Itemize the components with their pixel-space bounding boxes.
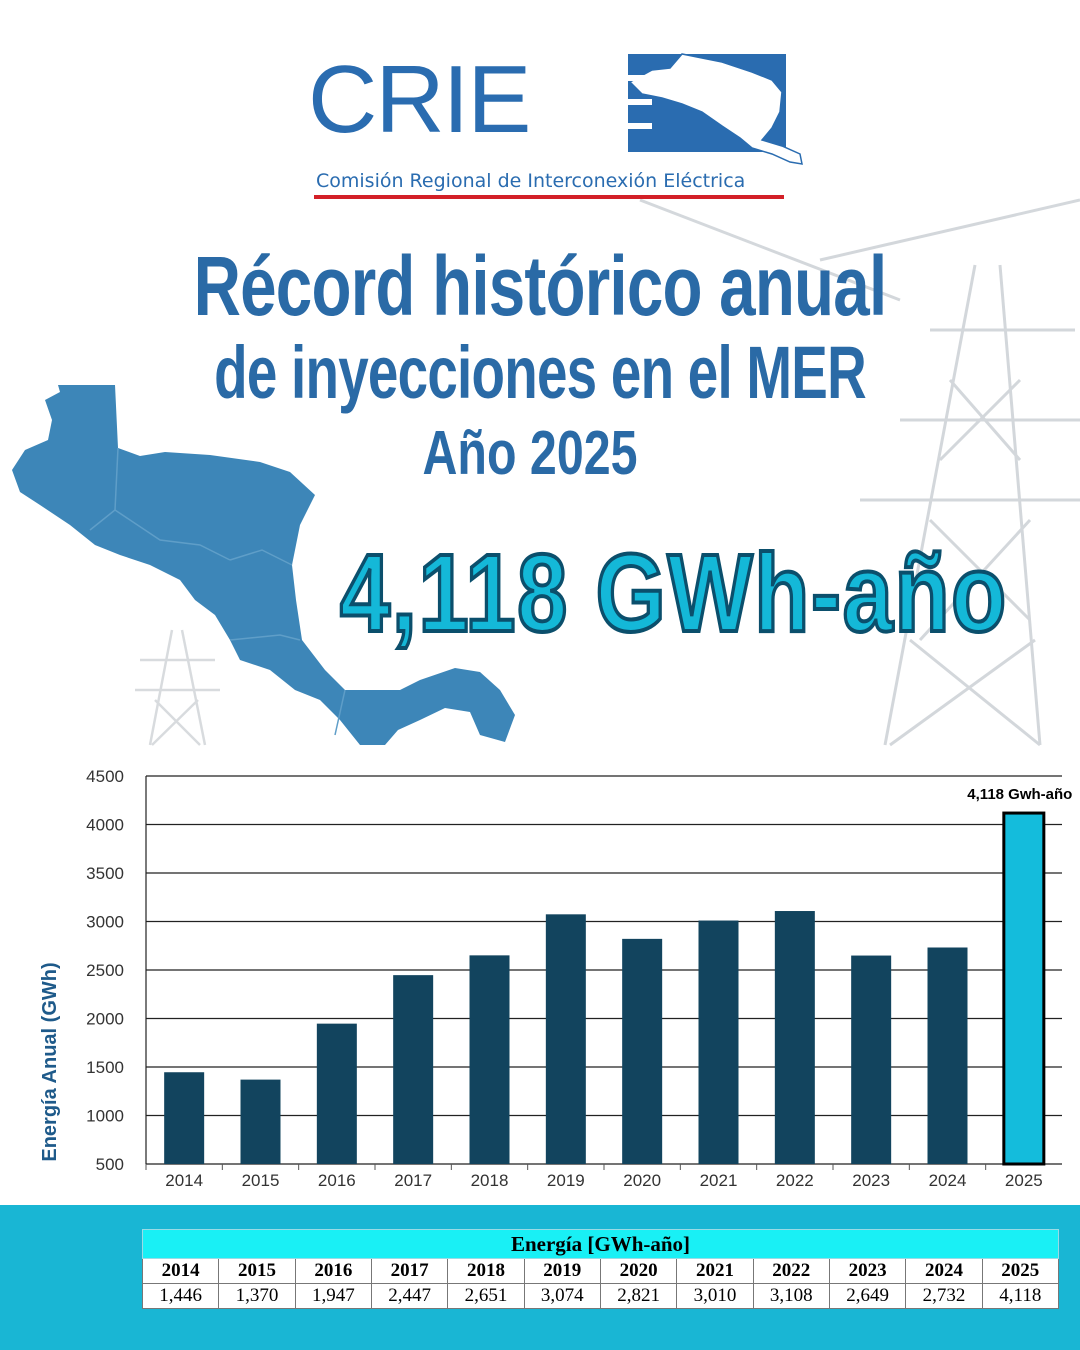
table-value-cell: 2,447 [370,1283,449,1309]
table-year-cell: 2018 [447,1258,525,1284]
bar-2016 [316,1023,357,1164]
y-tick-label: 3000 [86,913,124,932]
table-value-cell: 3,010 [676,1283,754,1309]
table-year-cell: 2023 [828,1258,907,1284]
transmission-tower-small-icon [135,629,220,746]
x-tick-label: 2021 [700,1171,738,1190]
bar-chart: 500 1000 1500 2000 2500 3000 3500 4000 4500 2014… [39,767,1072,1190]
table-year-cell: 2014 [141,1258,220,1284]
y-tick-label: 4500 [86,767,124,786]
table-year-cell: 2022 [752,1258,830,1284]
crie-logo-subtitle: Comisión Regional de Interconexión Eléct… [316,170,746,192]
y-tick-label: 1000 [86,1107,124,1126]
chart-gridlines [145,775,1062,1165]
headline-highlight-value: 4,118 GWh-año [338,530,1008,657]
central-america-map [12,385,515,745]
y-axis-ticks: 500 1000 1500 2000 2500 3000 3500 4000 4500 [86,767,124,1174]
country-borders [89,447,346,736]
bar-2021 [698,920,739,1164]
y-tick-label: 2500 [86,961,124,980]
headline-line-2: de inyecciones en el MER [214,331,867,414]
x-tick-label: 2019 [547,1171,585,1190]
background-illustration [12,198,1080,747]
x-tick-label: 2023 [852,1171,890,1190]
table-value-cell: 2,651 [447,1283,525,1309]
headline-year: Año 2025 [422,419,638,488]
bar-2015 [240,1079,281,1164]
y-tick-label: 2000 [86,1010,124,1029]
crie-logo-map-icon [612,53,803,165]
bar-2022 [774,911,815,1164]
y-axis-label: Energía Anual (GWh) [39,962,61,1161]
table-value-cell: 4,118 [981,1283,1060,1309]
table-year-cell: 2019 [523,1258,601,1284]
y-tick-label: 1500 [86,1058,124,1077]
table-year-cell: 2024 [905,1258,983,1284]
bar-2017 [393,975,434,1164]
x-tick-label: 2020 [623,1171,661,1190]
table-value-cell: 1,446 [141,1283,220,1309]
y-tick-label: 3500 [86,864,124,883]
x-tick-label: 2025 [1005,1171,1043,1190]
bar-2023 [851,955,892,1164]
bar-2018 [469,955,510,1164]
table-year-cell: 2021 [676,1258,754,1284]
table-year-cell: 2015 [218,1258,296,1284]
x-tick-label: 2022 [776,1171,814,1190]
x-tick-label: 2024 [929,1171,967,1190]
crie-logo-wordmark: CRIE [308,46,531,153]
table-year-cell: 2025 [981,1258,1060,1284]
table-caption: Energía [GWh-año] [142,1229,1059,1259]
table-year-cell: 2017 [370,1258,449,1284]
table-value-cell: 1,370 [218,1283,296,1309]
energy-table: Energía [GWh-año] 2014 2015 2016 2017 2018 20… [141,1229,1060,1309]
bar-2019 [545,914,586,1164]
table-year-cell: 2016 [294,1258,372,1284]
y-tick-label: 4000 [86,816,124,835]
x-tick-label: 2015 [242,1171,280,1190]
highlight-annotation: 4,118 Gwh-año [967,786,1072,803]
y-tick-label: 500 [96,1155,124,1174]
chart-bars [164,811,1046,1166]
table-value-cell: 2,821 [599,1283,678,1309]
bar-2025 [1002,811,1046,1166]
transmission-tower-icon [639,198,1080,747]
x-tick-label: 2014 [165,1171,203,1190]
table-value-cell: 2,732 [905,1283,983,1309]
headline-line-1: Récord histórico anual [193,239,888,333]
bar-2024 [927,947,968,1164]
table-value-cell: 1,947 [294,1283,372,1309]
table-value-cell: 3,108 [752,1283,830,1309]
table-year-cell: 2020 [599,1258,678,1284]
x-tick-label: 2017 [394,1171,432,1190]
bar-2014 [164,1072,205,1164]
x-tick-label: 2016 [318,1171,356,1190]
logo-underline [314,195,784,199]
table-value-cell: 3,074 [523,1283,601,1309]
table-row-years: 2014 2015 2016 2017 2018 2019 2020 2021 2022 2023… [141,1258,1060,1284]
x-tick-label: 2018 [471,1171,509,1190]
bar-2020 [622,938,663,1164]
table-value-cell: 2,649 [828,1283,907,1309]
x-axis-ticks: 2014 2015 2016 2017 2018 2019 2020 2021 2022 2023… [145,1164,1043,1190]
table-row-values: 1,446 1,370 1,947 2,447 2,651 3,074 2,821 3,010… [141,1283,1060,1309]
